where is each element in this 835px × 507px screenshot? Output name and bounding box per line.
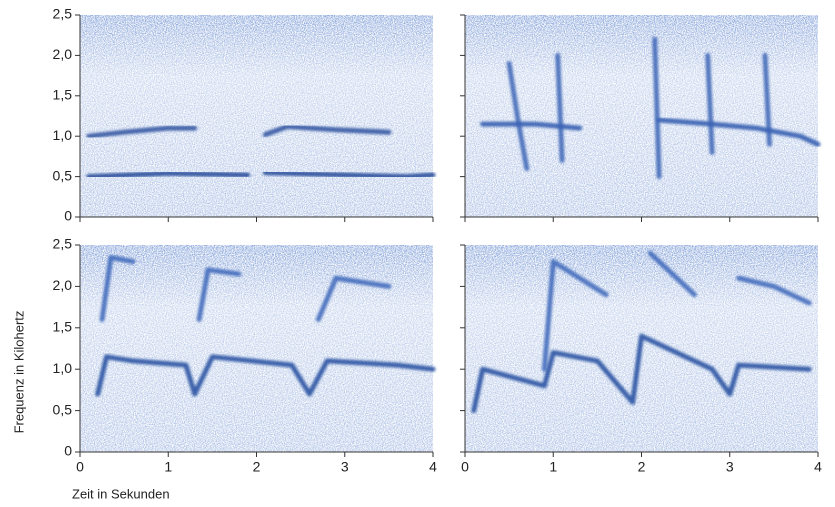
y-tick-label: 2,5 <box>53 236 73 252</box>
y-tick-label: 0,5 <box>53 167 73 183</box>
x-tick-label: 0 <box>461 459 469 475</box>
y-tick-label: 2,0 <box>53 277 73 293</box>
y-tick-label: 1,5 <box>53 319 73 335</box>
y-tick-label: 1,5 <box>53 87 73 103</box>
figure: 0 0,5 1,0 1,5 2,0 2,5 0 0,5 1,0 1,5 2,0 2,5 0 1 2 3 4 Zei… <box>0 0 835 507</box>
y-tick-label: 1,0 <box>53 127 73 143</box>
panel: 0 0,5 1,0 1,5 2,0 2,5 <box>53 6 433 224</box>
x-tick-label: 1 <box>549 459 557 475</box>
y-tick-label: 0 <box>64 443 72 459</box>
texture-fade <box>80 15 433 217</box>
x-tick-label: 2 <box>638 459 646 475</box>
x-tick-label: 4 <box>814 459 822 475</box>
x-axis-label: Zeit in Sekunden <box>72 486 170 501</box>
panel: 0 0,5 1,0 1,5 2,0 2,5 0 1 2 3 4 Zeit in Sekunden Fre… <box>11 236 437 502</box>
y-axis-label: Frequenz in Kilohertz <box>11 311 26 434</box>
texture-fade <box>80 245 433 452</box>
x-tick-label: 3 <box>726 459 734 475</box>
x-tick-label: 4 <box>429 459 437 475</box>
panel <box>460 15 818 222</box>
y-tick-label: 0,5 <box>53 401 73 417</box>
x-tick-label: 1 <box>164 459 172 475</box>
y-tick-label: 2,0 <box>53 46 73 62</box>
x-tick-label: 2 <box>253 459 261 475</box>
y-tick-label: 1,0 <box>53 360 73 376</box>
x-tick-label: 3 <box>341 459 349 475</box>
panel: 0 1 2 3 4 <box>460 245 822 475</box>
y-tick-label: 0 <box>64 208 72 224</box>
y-tick-label: 2,5 <box>53 6 73 22</box>
x-tick-label: 0 <box>76 459 84 475</box>
